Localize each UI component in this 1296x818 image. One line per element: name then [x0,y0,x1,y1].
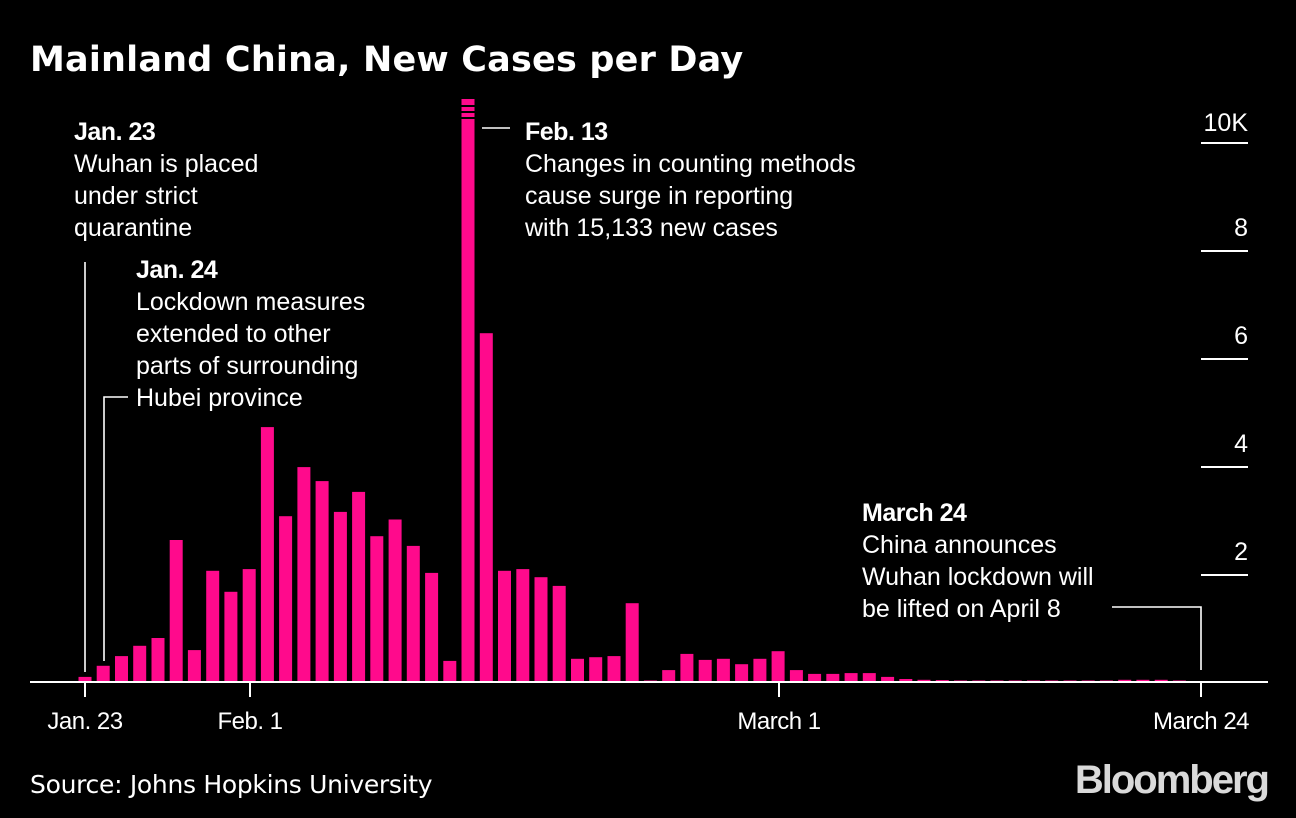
axis-break-mark [460,111,476,113]
bar [151,638,165,682]
bar [498,570,511,682]
bar [279,516,293,682]
bar [242,569,256,682]
annotation-line: Hubei province [136,384,303,412]
bar [78,676,92,682]
bar [571,658,584,682]
bar [169,540,183,682]
annotation-march-24: March 24 China announces Wuhan lockdown … [862,497,1094,625]
bar [187,650,201,682]
annotation-heading: March 24 [862,499,967,527]
source-note: Source: Johns Hopkins University [30,770,433,799]
bar [425,572,439,682]
annotation-line: be lifted on April 8 [862,595,1061,623]
y-tick-label-8: 8 [1234,214,1248,242]
annotation-line: parts of surrounding [136,352,359,380]
bar [370,536,384,682]
bar [753,658,767,682]
bar [443,660,457,682]
annotation-line: Wuhan is placed [74,150,259,178]
bar [206,570,220,682]
bar [625,603,639,682]
bar [333,511,347,682]
bar [406,545,420,682]
bar [461,99,475,682]
bar [534,577,548,682]
bloomberg-logo: Bloomberg [1074,758,1270,802]
annotation-jan-24: Jan. 24 Lockdown measures extended to ot… [136,254,365,414]
bar [899,679,913,682]
bar [589,657,603,682]
bar [388,519,402,682]
annotation-line: Changes in counting methods [525,150,856,178]
annotation-leader-march-24 [1112,606,1202,670]
axis-break-mark [460,117,476,119]
bar [224,591,238,682]
bar [862,673,876,682]
bar [352,491,366,682]
bar [297,467,311,682]
bar [826,673,840,682]
bar [771,651,785,682]
bar [260,427,274,682]
annotation-heading: Jan. 23 [74,118,156,146]
annotation-heading: Jan. 24 [136,256,218,284]
annotation-line: China announces [862,531,1057,559]
annotation-feb-13: Feb. 13 Changes in counting methods caus… [525,116,856,244]
bar [516,569,530,682]
annotation-line: extended to other [136,320,331,348]
bar [735,664,749,682]
y-tick-label-10k: 10K [1203,109,1248,137]
bar [1136,679,1150,682]
y-tick-label-4: 4 [1234,430,1248,458]
annotation-line: cause surge in reporting [525,182,794,210]
bar [789,670,803,682]
bar [808,673,822,682]
bar [96,665,110,682]
annotation-line: Lockdown measures [136,288,366,316]
bar [844,673,858,682]
annotation-jan-23: Jan. 23 Wuhan is placed under strict qua… [74,116,258,244]
bar [680,653,694,682]
annotation-line: with 15,133 new cases [525,214,778,242]
bar [881,676,895,682]
x-tick-label-march-24: March 24 [1152,708,1250,735]
bar [1154,679,1168,682]
bar [133,645,147,682]
bar [552,585,566,682]
bar [479,333,493,682]
chart-title: Mainland China, New Cases per Day [30,40,744,80]
x-tick-label-feb-1: Feb. 1 [217,708,283,735]
bar [716,658,730,682]
bar [917,679,931,682]
annotation-line: Wuhan lockdown will [862,563,1094,591]
x-tick-label-jan-23: Jan. 23 [47,708,123,735]
annotation-leader-jan-24 [103,396,128,661]
annotation-heading: Feb. 13 [525,118,608,146]
bar [315,481,329,682]
bar [662,670,676,682]
annotation-line: under strict [74,182,198,210]
annotation-line: quarantine [74,214,193,242]
x-tick-label-march-1: March 1 [737,708,821,735]
y-tick-label-6: 6 [1234,322,1248,350]
bar [115,656,128,682]
bar [607,656,621,682]
bar [698,659,712,682]
bar [1118,679,1132,682]
axis-break-mark [460,105,476,107]
y-tick-label-2: 2 [1234,538,1248,566]
